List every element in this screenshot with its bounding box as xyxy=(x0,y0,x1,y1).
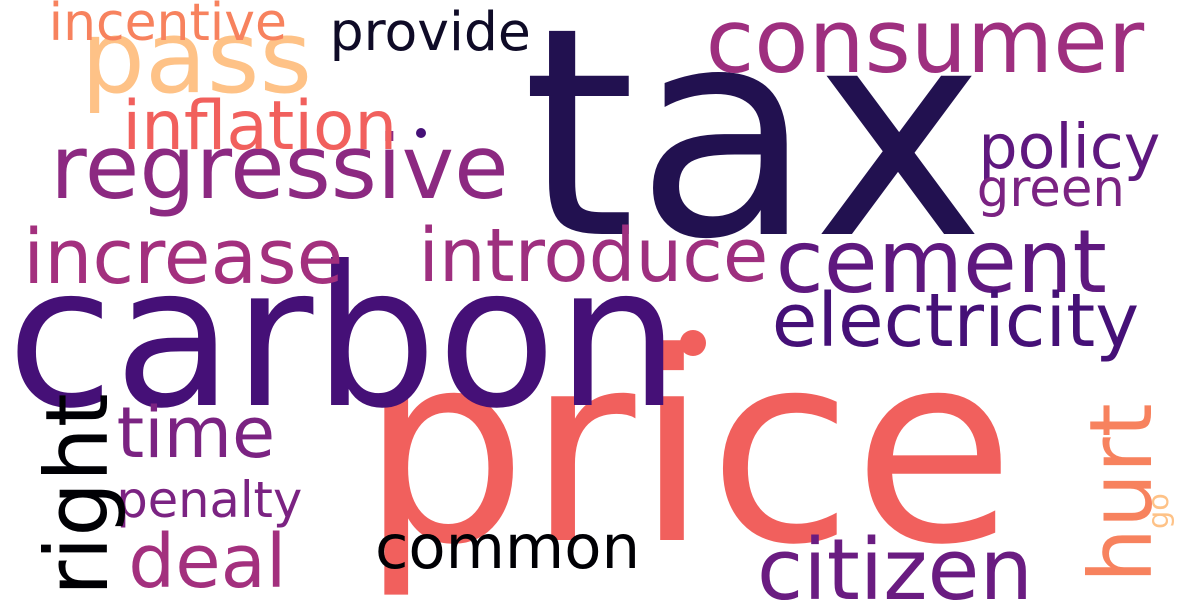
word-right: right xyxy=(27,393,128,596)
word-green: green xyxy=(976,158,1125,219)
word-price: price xyxy=(360,295,1015,600)
word-provide: provide xyxy=(329,0,531,64)
word-common: common xyxy=(374,512,641,584)
word-inflation: inflation xyxy=(122,86,398,166)
word-time: time xyxy=(116,392,276,474)
word-electricity: electricity xyxy=(771,276,1140,364)
word-cement: cement xyxy=(775,210,1107,313)
word-consumer: consumer xyxy=(705,0,1145,93)
dot-carbon xyxy=(680,330,706,356)
word-citizen: citizen xyxy=(756,520,1033,600)
word-tax: tax xyxy=(522,0,985,304)
word-incentive: incentive xyxy=(48,0,287,53)
word-policy: policy xyxy=(978,110,1161,183)
word-introduce: introduce xyxy=(418,212,769,299)
word-deal: deal xyxy=(128,518,287,600)
dot-inflation xyxy=(416,128,426,138)
word-increase: increase xyxy=(23,212,344,302)
word-penalty: penalty xyxy=(116,470,303,529)
word-regressive: regressive xyxy=(50,116,509,220)
word-carbon: carbon xyxy=(6,224,680,452)
word-pass: pass xyxy=(80,0,313,116)
word-go: go xyxy=(1141,493,1176,530)
